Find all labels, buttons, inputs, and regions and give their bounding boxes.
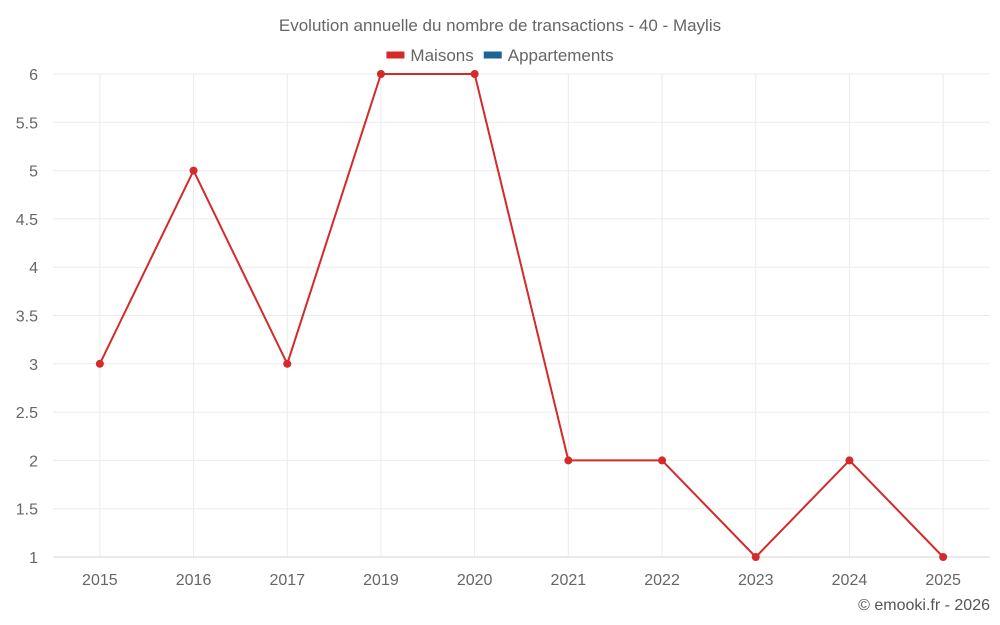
x-tick-label: 2017: [269, 572, 305, 589]
y-axis: 1 1.5 2 2.5 3 3.5 4 4.5 5 5.5 6: [16, 67, 38, 567]
legend-swatch: [386, 51, 405, 59]
grid: [53, 73, 990, 558]
data-point[interactable]: [283, 359, 292, 368]
data-point[interactable]: [470, 70, 479, 78]
data-point[interactable]: [189, 166, 198, 175]
y-tick-label: 3.5: [16, 309, 38, 326]
x-tick-label: 2025: [925, 572, 961, 589]
x-tick-label: 2019: [363, 572, 399, 589]
x-tick-label: 2021: [551, 572, 587, 589]
x-tick-label: 2024: [832, 572, 868, 589]
y-tick-label: 4.5: [16, 212, 38, 229]
x-tick-label: 2015: [82, 572, 118, 589]
y-tick-label: 5.5: [16, 115, 38, 132]
legend-label: Appartements: [508, 46, 614, 65]
y-tick-label: 5: [29, 164, 38, 181]
y-tick-label: 2.5: [16, 405, 38, 422]
x-tick-label: 2022: [644, 572, 680, 589]
chart-title: Evolution annuelle du nombre de transact…: [279, 16, 721, 35]
legend-swatch: [483, 51, 502, 59]
data-point[interactable]: [845, 456, 854, 465]
legend-item-maisons[interactable]: Maisons: [386, 46, 474, 65]
y-tick-label: 1: [29, 550, 38, 567]
legend: Maisons Appartements: [386, 46, 614, 65]
legend-label: Maisons: [410, 46, 473, 65]
x-tick-label: 2020: [457, 572, 493, 589]
x-axis: 2015 2016 2017 2019 2020 2021 2022 2023 2024 2025: [53, 556, 990, 589]
y-tick-label: 1.5: [16, 502, 38, 519]
y-tick-label: 3: [29, 357, 38, 374]
y-tick-label: 6: [29, 67, 38, 84]
credit-text: © emooki.fr - 2026: [858, 597, 990, 614]
y-tick-label: 4: [29, 260, 38, 277]
data-point[interactable]: [95, 359, 104, 368]
series-layer: [95, 70, 948, 561]
data-point[interactable]: [564, 456, 573, 465]
x-tick-label: 2016: [176, 572, 212, 589]
x-tick-label: 2023: [738, 572, 774, 589]
y-tick-label: 2: [29, 453, 38, 470]
data-point[interactable]: [658, 456, 667, 465]
data-point[interactable]: [376, 70, 385, 78]
data-point[interactable]: [939, 553, 948, 561]
legend-item-appartements[interactable]: Appartements: [483, 46, 614, 65]
data-point[interactable]: [751, 553, 760, 561]
series-line-maisons: [98, 73, 944, 558]
